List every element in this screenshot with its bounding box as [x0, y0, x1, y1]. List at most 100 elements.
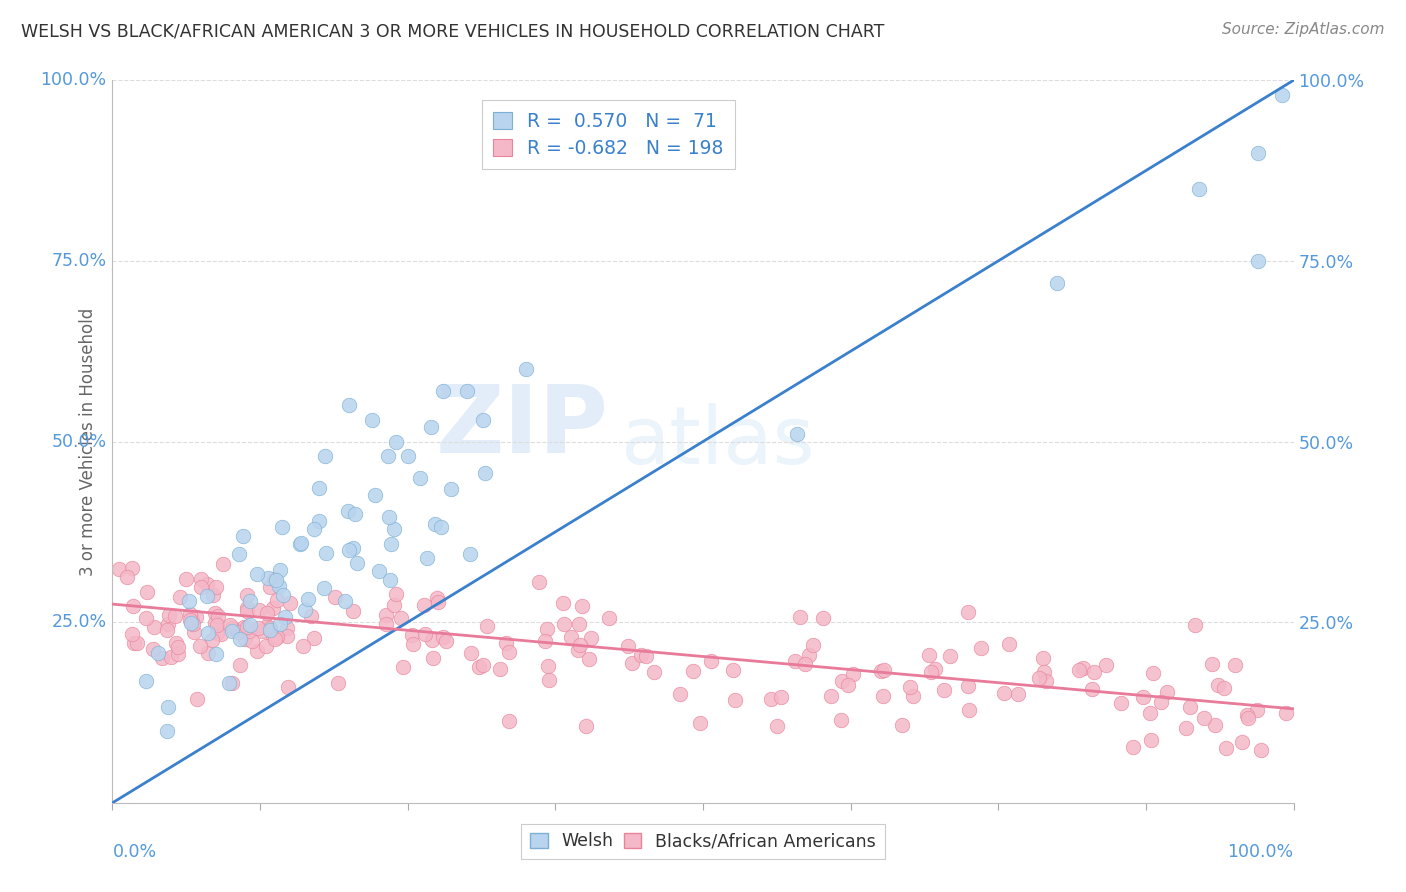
Point	[472, 658, 495, 673]
Point	[1033, 665, 1056, 679]
Point	[179, 613, 201, 627]
Point	[308, 514, 330, 528]
Point	[186, 692, 208, 706]
Point	[195, 589, 218, 603]
Point	[197, 646, 219, 660]
Point	[1032, 651, 1054, 665]
Point	[537, 673, 560, 687]
Text: 100.0%: 100.0%	[41, 71, 107, 89]
Point	[236, 620, 259, 634]
Point	[108, 562, 131, 576]
Point	[207, 608, 229, 623]
Point	[254, 639, 277, 653]
Point	[797, 648, 820, 662]
Point	[1156, 685, 1178, 699]
Point	[157, 608, 180, 623]
Point	[1225, 658, 1247, 673]
Point	[872, 689, 894, 703]
Point	[271, 589, 294, 603]
Point	[240, 633, 263, 648]
Point	[1150, 695, 1173, 709]
Point	[219, 617, 242, 632]
Point	[229, 632, 252, 646]
Point	[180, 615, 202, 630]
Point	[201, 632, 224, 647]
Point	[920, 665, 942, 679]
Point	[1035, 674, 1057, 689]
Point	[571, 599, 593, 614]
Point	[1188, 182, 1211, 196]
Point	[257, 571, 280, 585]
Point	[560, 631, 582, 645]
Point	[456, 384, 478, 398]
Point	[127, 636, 149, 650]
Point	[413, 599, 436, 613]
Point	[264, 632, 287, 647]
Point	[475, 618, 498, 632]
Point	[1069, 663, 1091, 677]
Point	[533, 634, 555, 648]
Point	[872, 663, 894, 677]
Point	[337, 398, 360, 412]
Point	[820, 689, 842, 703]
Point	[122, 599, 145, 613]
Point	[269, 579, 291, 593]
Point	[1071, 661, 1094, 675]
Point	[188, 640, 211, 654]
Point	[344, 507, 367, 521]
Point	[250, 624, 273, 638]
Point	[385, 587, 408, 601]
Point	[759, 692, 782, 706]
Point	[167, 640, 190, 654]
Point	[238, 624, 260, 638]
Point	[266, 630, 288, 644]
Point	[236, 588, 259, 602]
Point	[221, 676, 243, 690]
Point	[277, 681, 299, 695]
Text: Source: ZipAtlas.com: Source: ZipAtlas.com	[1222, 22, 1385, 37]
Point	[785, 654, 807, 668]
Point	[1109, 696, 1132, 710]
Point	[830, 713, 852, 727]
Point	[957, 702, 980, 716]
Point	[1246, 703, 1268, 717]
Point	[803, 638, 825, 652]
Point	[515, 362, 537, 376]
Point	[276, 621, 298, 635]
Point	[368, 564, 391, 578]
Point	[259, 621, 281, 635]
Point	[256, 619, 278, 633]
Point	[1230, 735, 1253, 749]
Point	[184, 609, 207, 624]
Point	[498, 645, 520, 659]
Point	[142, 620, 165, 634]
Point	[460, 646, 482, 660]
Point	[993, 685, 1015, 699]
Point	[932, 683, 955, 698]
Point	[721, 663, 744, 677]
Point	[135, 585, 157, 599]
Point	[401, 628, 423, 642]
Point	[794, 657, 817, 672]
Point	[312, 581, 335, 595]
Point	[378, 509, 401, 524]
Point	[970, 640, 993, 655]
Point	[121, 561, 143, 575]
Point	[786, 427, 808, 442]
Point	[569, 638, 592, 652]
Point	[177, 594, 200, 608]
Point	[408, 470, 430, 484]
Text: WELSH VS BLACK/AFRICAN AMERICAN 3 OR MORE VEHICLES IN HOUSEHOLD CORRELATION CHAR: WELSH VS BLACK/AFRICAN AMERICAN 3 OR MOR…	[21, 22, 884, 40]
Point	[302, 631, 325, 645]
Point	[837, 677, 859, 691]
Point	[235, 632, 257, 646]
Point	[1250, 742, 1272, 756]
Point	[304, 522, 326, 536]
Point	[426, 591, 449, 606]
Point	[297, 592, 319, 607]
Point	[207, 625, 229, 640]
Point	[314, 449, 336, 463]
Point	[468, 659, 491, 673]
Point	[536, 622, 558, 636]
Text: 25.0%: 25.0%	[52, 613, 107, 632]
